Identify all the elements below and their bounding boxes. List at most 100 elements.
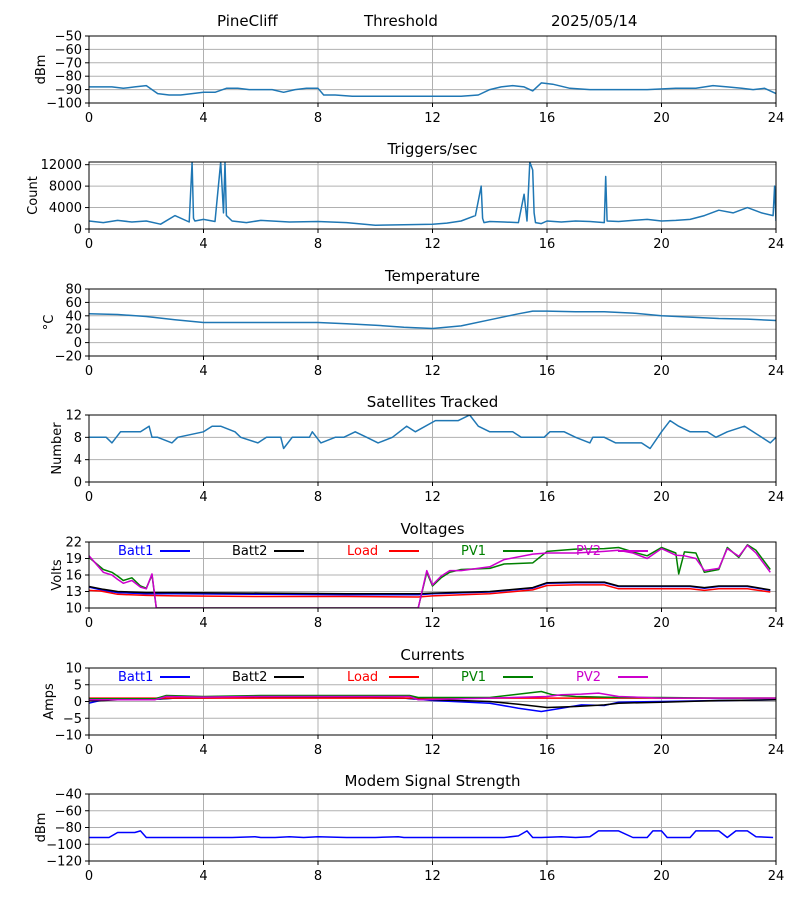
series-line-trace — [89, 162, 776, 226]
trigger-mode: Threshold — [364, 12, 438, 30]
y-tick-label: 8000 — [49, 180, 82, 195]
series-line-trace — [89, 82, 776, 98]
legend-label: Load — [347, 670, 378, 685]
y-tick-label: 0 — [74, 223, 82, 238]
x-tick-label: 12 — [424, 111, 441, 126]
x-tick-label: 24 — [768, 364, 785, 379]
y-axis-label: Number — [50, 422, 65, 475]
series-group — [89, 162, 776, 226]
series-line-trace — [89, 415, 776, 450]
x-tick-label: 4 — [199, 869, 207, 884]
y-axis-label: dBm — [34, 813, 49, 843]
legend-label: Load — [347, 544, 378, 559]
y-tick-label: 12000 — [41, 158, 82, 173]
legend-label: PV2 — [576, 670, 601, 685]
x-tick-label: 12 — [424, 490, 441, 505]
y-tick-label: −60 — [55, 804, 82, 819]
series-line-pv2 — [89, 692, 776, 701]
y-tick-label: −20 — [55, 350, 82, 365]
x-tick-label: 8 — [314, 490, 322, 505]
x-tick-label: 16 — [539, 490, 556, 505]
x-tick-label: 16 — [539, 869, 556, 884]
y-tick-label: 40 — [65, 309, 82, 324]
report-date: 2025/05/14 — [551, 12, 638, 30]
y-tick-label: 0 — [74, 695, 82, 710]
x-tick-label: 16 — [539, 364, 556, 379]
x-tick-label: 8 — [314, 743, 322, 758]
x-tick-label: 24 — [768, 743, 785, 758]
series-line-trace — [89, 310, 776, 330]
station-name: PineCliff — [217, 12, 278, 30]
y-tick-label: −80 — [55, 821, 82, 836]
legend-label: PV1 — [461, 544, 486, 559]
y-tick-label: −40 — [55, 788, 82, 803]
x-tick-label: 0 — [85, 616, 93, 631]
x-tick-label: 8 — [314, 364, 322, 379]
panel-title: Triggers/sec — [387, 140, 478, 158]
legend-label: Batt2 — [232, 544, 267, 559]
y-tick-label: −10 — [55, 729, 82, 744]
x-tick-label: 0 — [85, 869, 93, 884]
series-line-pv2 — [89, 544, 771, 608]
y-tick-label: 19 — [65, 552, 82, 567]
y-tick-label: 60 — [65, 296, 82, 311]
series-group — [89, 415, 776, 450]
panel-title: Temperature — [384, 267, 480, 285]
x-tick-label: 4 — [199, 490, 207, 505]
y-axis-label: Volts — [50, 559, 65, 591]
x-tick-label: 24 — [768, 237, 785, 252]
x-tick-label: 12 — [424, 616, 441, 631]
x-tick-label: 8 — [314, 869, 322, 884]
y-tick-label: 20 — [65, 323, 82, 338]
x-tick-label: 20 — [653, 616, 670, 631]
series-group — [89, 544, 771, 608]
y-tick-label: −70 — [55, 56, 82, 71]
y-axis-label: dBm — [34, 55, 49, 85]
y-tick-label: −100 — [46, 97, 82, 112]
x-tick-label: 8 — [314, 616, 322, 631]
panel-title: Modem Signal Strength — [345, 772, 521, 790]
y-tick-label: 10 — [65, 602, 82, 617]
y-tick-label: 10 — [65, 662, 82, 677]
x-tick-label: 16 — [539, 237, 556, 252]
x-tick-label: 4 — [199, 616, 207, 631]
y-tick-label: 22 — [65, 536, 82, 551]
y-tick-label: 13 — [65, 585, 82, 600]
panel-title: Voltages — [400, 520, 464, 538]
series-line-batt2 — [89, 581, 771, 595]
y-tick-label: 12 — [65, 409, 82, 424]
x-tick-label: 8 — [314, 111, 322, 126]
panel-title: Currents — [400, 646, 464, 664]
y-tick-label: 4 — [74, 453, 82, 468]
x-tick-label: 4 — [199, 743, 207, 758]
series-group — [89, 310, 776, 330]
x-tick-label: 20 — [653, 364, 670, 379]
x-tick-label: 0 — [85, 743, 93, 758]
x-tick-label: 24 — [768, 869, 785, 884]
x-tick-label: 24 — [768, 490, 785, 505]
x-tick-label: 0 — [85, 364, 93, 379]
x-tick-label: 8 — [314, 237, 322, 252]
x-tick-label: 20 — [653, 237, 670, 252]
x-tick-label: 12 — [424, 743, 441, 758]
panel-1: 0 4 8 12 16 20 24 −100−90−80−70−60−50 dBm — [34, 30, 784, 127]
y-axis-label: Amps — [42, 683, 57, 720]
series-line-pv1 — [89, 544, 771, 608]
y-tick-label: −100 — [46, 838, 82, 853]
x-tick-label: 12 — [424, 869, 441, 884]
y-tick-label: −120 — [46, 855, 82, 870]
panel-2: 0 4 8 12 16 20 24 0 4000 8000 12000 Triggers/sec Cou… — [26, 140, 784, 252]
panel-7: 0 4 8 12 16 20 24 −120 −100 −80 −60−40 Modem Signal… — [34, 772, 784, 884]
legend-label: PV2 — [576, 544, 601, 559]
x-tick-label: 0 — [85, 237, 93, 252]
series-line-trace — [89, 830, 774, 839]
y-tick-label: 0 — [74, 476, 82, 491]
y-axis-label: °C — [42, 315, 57, 331]
y-tick-label: 5 — [74, 678, 82, 693]
y-tick-label: −50 — [55, 30, 82, 45]
y-tick-label: −90 — [55, 83, 82, 98]
y-tick-label: −5 — [63, 712, 82, 727]
x-tick-label: 4 — [199, 364, 207, 379]
